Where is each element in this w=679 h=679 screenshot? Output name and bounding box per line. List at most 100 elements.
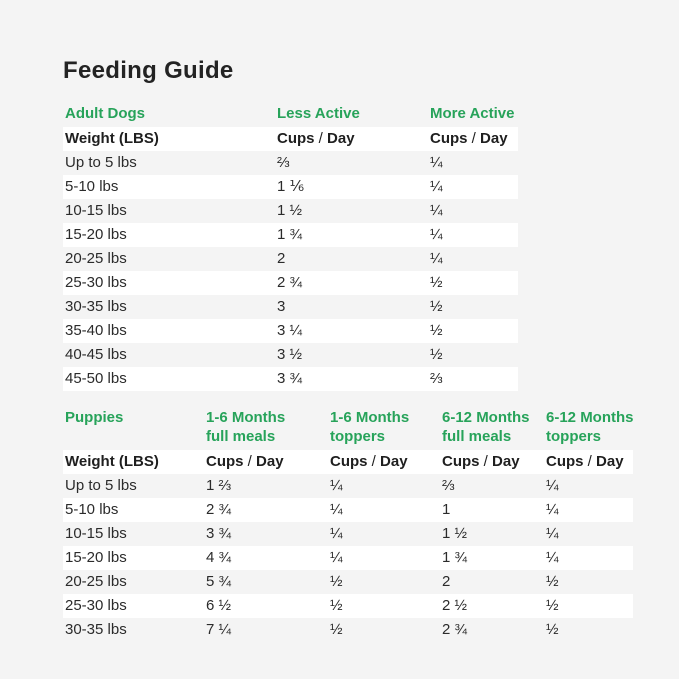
full-meals-6-12-cell: 1 ¾ [442,549,468,566]
weight-cell: 20-25 lbs [65,250,127,267]
adult-column-header-row: Weight (LBS) Cups / Day Cups / Day [63,127,518,151]
full-meals-1-6-cell: 1 ⅔ [206,477,232,494]
full-meals-6-12-cell: ⅔ [442,477,455,494]
cups-day-header: Cups / Day [206,453,284,470]
table-row: 40-45 lbs 3 ½ ½ [63,343,518,367]
more-active-cell: ¼ [430,178,443,195]
puppies-col-6-12-toppers: 6-12 Months toppers [546,409,633,445]
weight-cell: 5-10 lbs [65,178,119,195]
table-row: Up to 5 lbs 1 ⅔ ¼ ⅔ ¼ [63,474,633,498]
cups-day-header: Cups / Day [277,130,355,147]
less-active-cell: 1 ¾ [277,226,303,243]
table-row: 25-30 lbs 2 ¾ ½ [63,271,518,295]
cups-day-header: Cups / Day [330,453,408,470]
table-row: 30-35 lbs 7 ¼ ½ 2 ¾ ½ [63,618,633,642]
toppers-1-6-cell: ½ [330,573,343,590]
table-row: 20-25 lbs 2 ¼ [63,247,518,271]
table-row: 15-20 lbs 4 ¾ ¼ 1 ¾ ¼ [63,546,633,570]
toppers-6-12-cell: ¼ [546,501,559,518]
full-meals-6-12-cell: 2 [442,573,451,590]
puppies-col-1-6-full-meals: 1-6 Months full meals [206,409,286,445]
table-row: 10-15 lbs 1 ½ ¼ [63,199,518,223]
table-row: 25-30 lbs 6 ½ ½ 2 ½ ½ [63,594,633,618]
cups-day-header: Cups / Day [442,453,520,470]
weight-cell: 25-30 lbs [65,597,127,614]
toppers-1-6-cell: ½ [330,621,343,638]
slash: / [318,130,323,147]
more-active-cell: ¼ [430,154,443,171]
adult-dogs-table: Adult Dogs Less Active More Active Weigh… [63,101,518,391]
page-title: Feeding Guide [63,57,234,84]
more-active-cell: ¼ [430,226,443,243]
table-row: 10-15 lbs 3 ¾ ¼ 1 ½ ¼ [63,522,633,546]
weight-header: Weight (LBS) [65,130,159,147]
less-active-cell: 3 ¼ [277,322,303,339]
weight-cell: 40-45 lbs [65,346,127,363]
weight-cell: 10-15 lbs [65,202,127,219]
slash: / [471,130,476,147]
full-meals-6-12-cell: 1 ½ [442,525,468,542]
puppies-section-label: Puppies [65,409,124,426]
toppers-1-6-cell: ¼ [330,525,343,542]
less-active-cell: 2 [277,250,286,267]
less-active-cell: 2 ¾ [277,274,303,291]
cups-day-header: Cups / Day [546,453,624,470]
weight-cell: 25-30 lbs [65,274,127,291]
more-active-cell: ½ [430,298,443,315]
more-active-cell: ½ [430,322,443,339]
table-row: 15-20 lbs 1 ¾ ¼ [63,223,518,247]
table-row: 5-10 lbs 2 ¾ ¼ 1 ¼ [63,498,633,522]
full-meals-1-6-cell: 4 ¾ [206,549,232,566]
toppers-1-6-cell: ¼ [330,549,343,566]
full-meals-6-12-cell: 1 [442,501,451,518]
weight-cell: 30-35 lbs [65,298,127,315]
less-active-cell: 3 ¾ [277,370,303,387]
weight-cell: Up to 5 lbs [65,154,137,171]
less-active-cell: ⅔ [277,154,290,171]
less-active-cell: 1 ⅙ [277,178,305,195]
more-active-cell: ¼ [430,202,443,219]
more-active-cell: ½ [430,274,443,291]
less-active-cell: 1 ½ [277,202,303,219]
toppers-6-12-cell: ¼ [546,525,559,542]
toppers-6-12-cell: ¼ [546,477,559,494]
full-meals-1-6-cell: 2 ¾ [206,501,232,518]
weight-cell: 35-40 lbs [65,322,127,339]
table-row: 30-35 lbs 3 ½ [63,295,518,319]
table-row: 5-10 lbs 1 ⅙ ¼ [63,175,518,199]
toppers-6-12-cell: ½ [546,597,559,614]
puppies-table: Puppies 1-6 Months full meals 1-6 Months… [63,405,633,642]
toppers-6-12-cell: ½ [546,621,559,638]
full-meals-1-6-cell: 3 ¾ [206,525,232,542]
adult-col-more-active: More Active [430,105,515,122]
puppies-section-header-row: Puppies 1-6 Months full meals 1-6 Months… [63,405,633,450]
weight-cell: 30-35 lbs [65,621,127,638]
less-active-cell: 3 ½ [277,346,303,363]
slash: / [483,453,488,470]
more-active-cell: ⅔ [430,370,443,387]
weight-cell: 15-20 lbs [65,549,127,566]
more-active-cell: ¼ [430,250,443,267]
adult-section-header-row: Adult Dogs Less Active More Active [63,101,518,127]
toppers-1-6-cell: ¼ [330,477,343,494]
toppers-1-6-cell: ½ [330,597,343,614]
full-meals-1-6-cell: 7 ¼ [206,621,232,638]
weight-cell: 45-50 lbs [65,370,127,387]
full-meals-6-12-cell: 2 ½ [442,597,468,614]
weight-cell: Up to 5 lbs [65,477,137,494]
less-active-cell: 3 [277,298,286,315]
full-meals-1-6-cell: 6 ½ [206,597,232,614]
puppies-col-6-12-full-meals: 6-12 Months full meals [442,409,530,445]
toppers-6-12-cell: ¼ [546,549,559,566]
weight-cell: 10-15 lbs [65,525,127,542]
full-meals-1-6-cell: 5 ¾ [206,573,232,590]
slash: / [247,453,252,470]
cups-day-header: Cups / Day [430,130,508,147]
weight-cell: 15-20 lbs [65,226,127,243]
table-row: Up to 5 lbs ⅔ ¼ [63,151,518,175]
slash: / [371,453,376,470]
puppies-col-1-6-toppers: 1-6 Months toppers [330,409,410,445]
table-row: 45-50 lbs 3 ¾ ⅔ [63,367,518,391]
adult-section-label: Adult Dogs [65,105,145,122]
